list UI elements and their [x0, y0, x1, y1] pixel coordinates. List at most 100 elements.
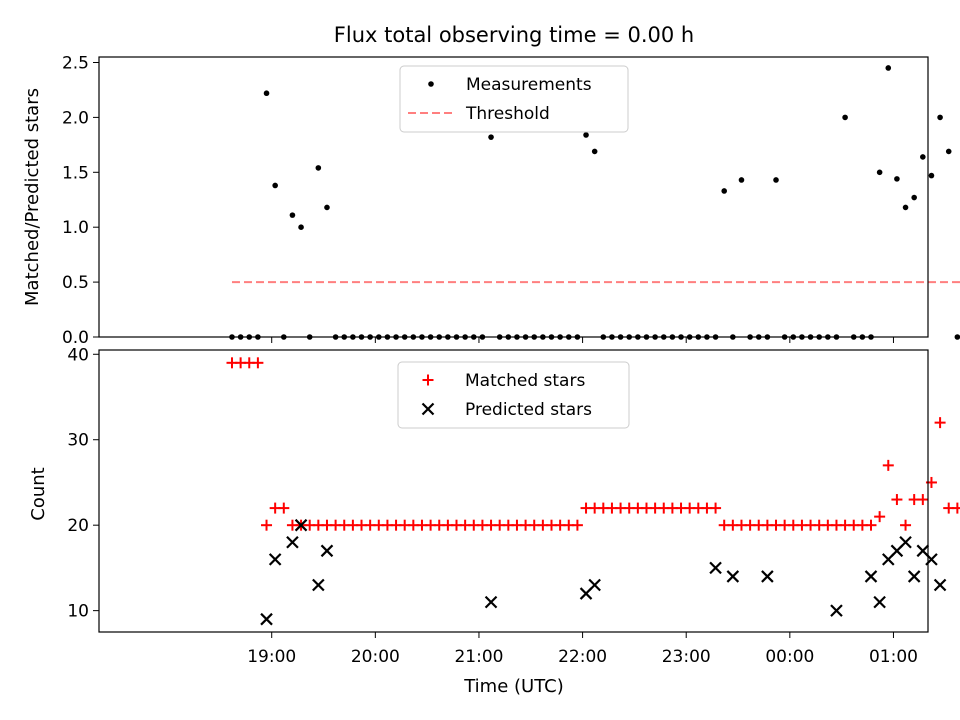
predicted-star-point	[260, 612, 273, 626]
measurement-point	[289, 212, 296, 218]
top-y-tick-label: 1.5	[62, 163, 89, 183]
bottom-y-tick-label: 30	[67, 431, 89, 451]
predicted-star-point-b	[260, 612, 273, 626]
matched-star-point	[934, 417, 946, 429]
predicted-star-point	[484, 595, 498, 609]
measurement-point	[272, 182, 278, 189]
predicted-star-point-b	[484, 595, 498, 609]
bottom-legend-box	[397, 361, 630, 429]
top-y-tick-label: 0.5	[62, 273, 89, 293]
legend-predicted-marker	[421, 402, 435, 416]
top-y-tick-label: 2.5	[62, 53, 89, 73]
measurement-point	[945, 148, 952, 155]
predicted-star-point-b	[268, 553, 282, 566]
predicted-star-point-b	[761, 570, 774, 583]
measurement-point	[583, 132, 589, 138]
predicted-star-point-b	[320, 544, 334, 558]
predicted-star-point	[761, 570, 774, 583]
top-y-tick-label: 1.0	[62, 218, 89, 238]
x-tick-label: 23:00	[662, 647, 711, 667]
legend-matched-label: Matched stars	[465, 371, 585, 391]
predicted-star-point	[286, 535, 299, 549]
top-axes-frame	[98, 56, 929, 338]
predicted-star-point	[320, 544, 334, 558]
measurement-point	[738, 177, 745, 183]
predicted-star-point	[907, 570, 921, 583]
measurement-point	[591, 148, 598, 155]
predicted-star-point	[830, 604, 843, 617]
bottom-y-tick-label: 40	[67, 345, 89, 365]
predicted-star-point-b	[864, 570, 878, 583]
predicted-star-point-b	[588, 578, 601, 592]
predicted-star-point	[588, 578, 601, 592]
top-y-tick-label: 0.0	[62, 328, 89, 348]
predicted-star-point-b	[907, 570, 921, 583]
predicted-star-point	[864, 570, 878, 583]
top-y-tick-label: 2.0	[62, 108, 89, 128]
bottom-y-ticks: 10 20 30 40	[67, 345, 99, 622]
predicted-star-point	[294, 518, 308, 532]
predicted-star-point-b	[286, 535, 299, 549]
measurement-point	[920, 154, 926, 160]
measurement-point	[928, 172, 935, 179]
x-tick-label: 01:00	[869, 647, 918, 667]
x-tick-label: 21:00	[454, 647, 503, 667]
measurement-point	[894, 176, 900, 182]
measurement-point	[324, 204, 330, 211]
measurement-point	[911, 194, 917, 201]
top-y-axis-label: Matched/Predicted stars	[22, 88, 43, 306]
predicted-star-point-b	[726, 570, 740, 583]
predicted-star-point-b	[294, 518, 308, 532]
measurement-point	[315, 165, 322, 171]
measurement-point	[298, 224, 304, 230]
matched-star-point	[882, 459, 894, 471]
predicted-star-point-b	[899, 535, 912, 549]
bottom-y-tick-label: 10	[67, 602, 89, 622]
top-x-ticks	[271, 337, 894, 343]
measurement-point	[842, 114, 848, 121]
predicted-star-point	[726, 570, 740, 583]
legend-matched-marker	[422, 374, 434, 386]
matched-star-point	[710, 502, 722, 514]
predicted-star-point-b	[916, 544, 930, 558]
matched-star-point	[252, 357, 264, 369]
x-axis-label: Time (UTC)	[463, 676, 564, 697]
top-legend: Measurements Threshold	[399, 65, 629, 133]
measurement-point	[263, 90, 270, 97]
legend-predicted-marker-b	[421, 402, 435, 416]
x-tick-label: 22:00	[558, 647, 607, 667]
predicted-star-point-b	[830, 604, 843, 617]
matched-star-point	[261, 519, 273, 531]
legend-measurements-label: Measurements	[466, 75, 592, 95]
matched-star-point	[951, 502, 960, 514]
matched-star-point	[571, 519, 583, 531]
predicted-star-point-b	[933, 578, 947, 592]
x-tick-label: 19:00	[247, 647, 296, 667]
legend-measurements-marker	[428, 81, 434, 87]
measurement-point	[488, 134, 494, 140]
top-y-ticks: 0.0 0.5 1.0 1.5 2.0 2.5	[62, 53, 99, 348]
matched-star-point	[900, 519, 912, 531]
predicted-star-point	[899, 535, 912, 549]
matched-star-point	[874, 511, 886, 523]
predicted-star-point-b	[709, 561, 722, 575]
matched-star-point	[891, 494, 903, 506]
predicted-star-point	[268, 553, 282, 566]
matched-star-point	[917, 494, 929, 506]
matched-star-point	[278, 502, 290, 514]
bottom-panel: 10 20 30 40 19:00 20:00 21:00 22:00 23:00 00:00 0…	[28, 345, 960, 697]
chart-title: Flux total observing time = 0.00 h	[334, 23, 694, 47]
measurement-point	[773, 177, 779, 183]
x-tick-label: 00:00	[765, 647, 814, 667]
top-legend-box	[399, 65, 629, 133]
bottom-plot-area	[226, 357, 960, 626]
legend-predicted-label: Predicted stars	[465, 400, 592, 420]
bottom-y-axis-label: Count	[28, 467, 49, 520]
measurement-point	[937, 114, 943, 121]
matched-star-point	[865, 519, 877, 531]
top-panel: 0.0 0.5 1.0 1.5 2.0 2.5 Matched/Predicted sta…	[22, 53, 960, 348]
measurement-point	[721, 188, 728, 194]
bottom-legend: Matched stars Predicted stars	[397, 361, 630, 429]
measurement-point	[876, 169, 883, 176]
